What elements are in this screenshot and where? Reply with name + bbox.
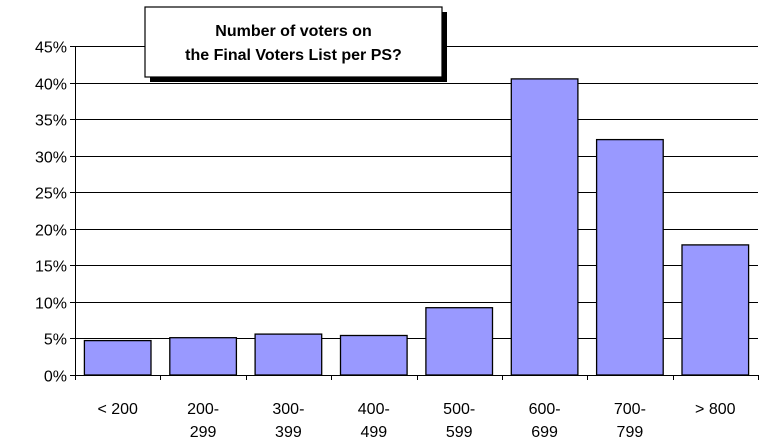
x-tick-label: 500-599	[443, 401, 475, 441]
x-tick-label: < 200	[97, 401, 138, 418]
chart-title: Number of voters on the Final Voters List…	[185, 23, 402, 64]
bar	[339, 334, 408, 376]
bar	[83, 339, 152, 376]
title-box	[144, 6, 443, 78]
axes	[70, 46, 759, 380]
bar	[510, 78, 579, 376]
y-tick-label: 40%	[35, 77, 67, 94]
x-tick-label: 400-499	[358, 401, 390, 441]
x-tick-label: > 800	[695, 401, 736, 418]
bar	[169, 337, 238, 376]
x-tick-labels: < 200 200-299 300-399 400-499 500-599 600-699…	[97, 401, 735, 441]
x-tick-label: 200-299	[187, 401, 219, 441]
bar	[425, 307, 494, 376]
y-tick-label: 10%	[35, 296, 67, 313]
y-tick-label: 5%	[44, 332, 67, 349]
x-tick-label: 600-699	[529, 401, 561, 441]
y-tick-label: 20%	[35, 223, 67, 240]
y-tick-label: 30%	[35, 150, 67, 167]
y-tick-label: 0%	[44, 369, 67, 386]
bar	[595, 138, 664, 376]
x-tick-label: 300-399	[272, 401, 304, 441]
y-tick-label: 25%	[35, 186, 67, 203]
y-tick-label: 15%	[35, 259, 67, 276]
bar	[254, 333, 323, 376]
y-tick-label: 45%	[35, 40, 67, 57]
bars	[83, 78, 750, 376]
chart-title-box: Number of voters on the Final Voters List…	[144, 6, 447, 82]
bar	[681, 244, 750, 376]
y-tick-label: 35%	[35, 113, 67, 130]
y-tick-labels: 0% 5% 10% 15% 20% 25% 30% 35% 40% 45%	[35, 40, 67, 386]
x-tick-label: 700-799	[614, 401, 646, 441]
